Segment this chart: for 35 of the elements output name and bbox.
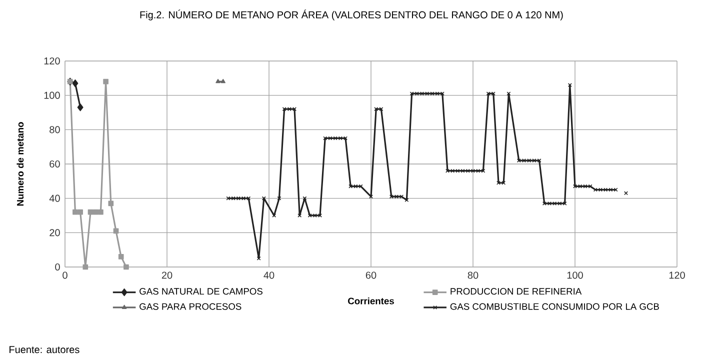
x-tick-label: 0 — [62, 272, 68, 279]
x-tick-label: 40 — [264, 272, 274, 279]
y-axis-title: Numero de metano — [16, 122, 24, 206]
y-tick-label: 100 — [44, 92, 60, 99]
x-tick-label: 120 — [669, 272, 685, 279]
source-note: Fuente: autores — [10, 346, 80, 354]
legend-label: PRODUCCION DE REFINERIA — [450, 288, 582, 295]
point — [72, 209, 78, 215]
point — [98, 209, 104, 215]
point — [82, 264, 88, 270]
point — [78, 209, 83, 215]
legend-label: GAS PARA PROCESOS — [140, 303, 242, 310]
point — [77, 103, 84, 112]
legend-label: GAS COMBUSTIBLE CONSUMIDO POR LA GCB — [450, 303, 659, 310]
point — [108, 200, 114, 206]
y-tick-label: 0 — [55, 263, 60, 271]
y-tick-label: 40 — [49, 194, 60, 202]
x-tick-label: 60 — [366, 272, 376, 279]
point — [88, 209, 94, 215]
point — [72, 79, 78, 88]
y-tick-label: 20 — [50, 229, 60, 236]
x-tick-label: 20 — [162, 272, 172, 279]
point — [118, 254, 124, 260]
x-axis-title: Corrientes — [348, 297, 394, 304]
point — [103, 78, 108, 84]
legend-label: GAS NATURAL DE CAMPOS — [140, 288, 262, 295]
point — [92, 209, 98, 215]
chart-title: Fig.2. NÚMERO DE METANO POR ÁREA (VALORES DENTRO DEL RANGO DE 0 A 120 NM) — [140, 10, 563, 20]
x-tick-label: 100 — [567, 272, 583, 279]
y-tick-label: 120 — [44, 57, 60, 65]
x-tick-label: 80 — [468, 272, 478, 279]
point — [124, 264, 129, 270]
y-tick-label: 60 — [50, 160, 60, 168]
point — [113, 228, 119, 234]
y-tick-label: 80 — [50, 126, 60, 134]
